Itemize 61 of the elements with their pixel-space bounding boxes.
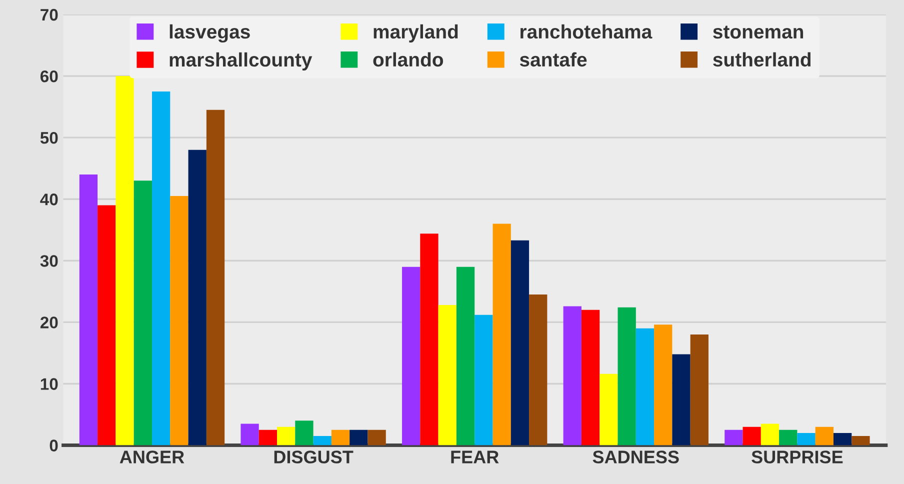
bar: [258, 430, 278, 446]
legend-label: marshallcounty: [170, 52, 312, 71]
x-tick-label: FEAR: [451, 450, 499, 464]
bar: [240, 424, 259, 446]
bar: [618, 307, 636, 446]
x-tick-label: DISGUST: [274, 450, 354, 464]
bar: [529, 294, 548, 446]
bar: [152, 91, 170, 446]
y-tick-label: 0: [50, 440, 58, 452]
bar: [188, 150, 206, 446]
bar: [690, 334, 708, 446]
legend-label: stoneman: [713, 26, 804, 39]
bar: [350, 430, 368, 446]
legend-label: lasvegas: [170, 24, 250, 43]
bar: [636, 328, 654, 446]
y-tick-label: 60: [40, 70, 58, 82]
bar: [563, 306, 582, 446]
bar: [438, 304, 456, 446]
y-tick-label: 70: [40, 8, 58, 21]
y-tick-label: 20: [40, 316, 58, 328]
bar: [134, 180, 152, 446]
bar: [206, 110, 225, 446]
bar: [368, 430, 386, 446]
bar: [600, 374, 618, 446]
y-tick-label: 40: [40, 194, 58, 206]
bar: [116, 76, 134, 446]
bar: [815, 426, 834, 446]
bar: [402, 266, 420, 446]
bar: [760, 424, 780, 446]
bar: [331, 430, 350, 446]
bar: [420, 234, 438, 446]
bar: [456, 266, 475, 446]
bar: [492, 224, 511, 446]
bar: [654, 324, 672, 446]
bar: [852, 436, 870, 446]
bar: [779, 430, 798, 446]
bar: [295, 420, 314, 446]
bar: [672, 354, 690, 446]
bar: [724, 430, 743, 446]
bar: [79, 174, 98, 446]
legend-label: orlando: [373, 52, 444, 67]
bar: [742, 426, 761, 446]
legend-label: maryland: [374, 24, 458, 42]
y-tick-label: 30: [40, 255, 58, 267]
bar: [581, 310, 600, 446]
bar: [313, 436, 332, 446]
bar: [170, 196, 188, 446]
bar: [833, 432, 852, 446]
bar: [474, 314, 493, 446]
bar: [98, 205, 116, 446]
x-tick-label: ANGER: [120, 450, 184, 464]
bar: [797, 432, 816, 446]
x-tick-label: SADNESS: [592, 450, 679, 464]
x-tick-label: SURPRISE: [752, 450, 843, 464]
y-tick-label: 10: [40, 378, 58, 390]
legend-label: sutherland: [713, 52, 811, 67]
bar: [510, 240, 530, 446]
legend-label: ranchotehama: [520, 24, 652, 39]
legend-label: santafe: [520, 52, 587, 67]
y-tick-label: 50: [40, 132, 58, 144]
bar: [277, 426, 296, 446]
